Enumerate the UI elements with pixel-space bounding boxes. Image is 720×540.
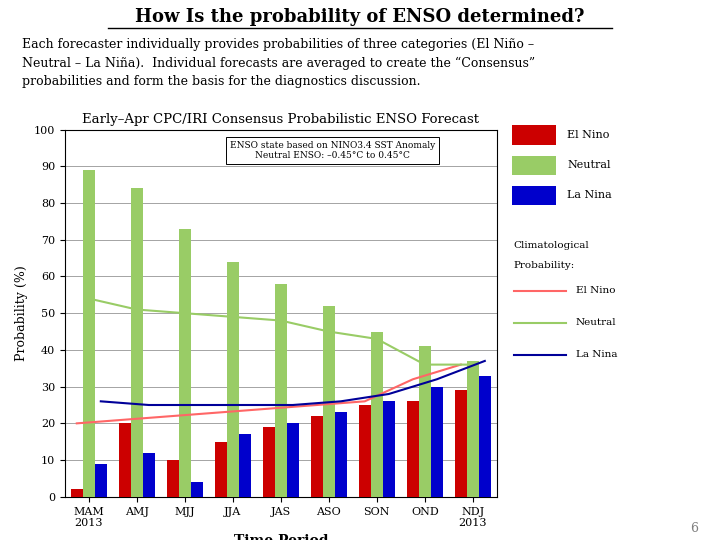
Bar xyxy=(239,434,251,497)
Bar xyxy=(275,284,287,497)
Y-axis label: Probability (%): Probability (%) xyxy=(15,265,28,361)
Text: 6: 6 xyxy=(690,522,698,535)
Bar xyxy=(215,442,227,497)
Text: Neutral: Neutral xyxy=(576,318,616,327)
Bar xyxy=(287,423,299,497)
Bar xyxy=(479,376,491,497)
Bar xyxy=(455,390,467,497)
Bar xyxy=(227,262,239,497)
Bar xyxy=(83,170,95,497)
Bar xyxy=(167,460,179,497)
X-axis label: Time Period: Time Period xyxy=(233,534,328,540)
Text: La Nina: La Nina xyxy=(576,350,618,359)
Text: ENSO state based on NINO3.4 SST Anomaly
Neutral ENSO: –0.45°C to 0.45°C: ENSO state based on NINO3.4 SST Anomaly … xyxy=(230,140,436,160)
Bar xyxy=(311,416,323,497)
Text: How Is the probability of ENSO determined?: How Is the probability of ENSO determine… xyxy=(135,9,585,26)
Text: El Nino: El Nino xyxy=(576,286,616,295)
Bar xyxy=(131,188,143,497)
Text: Climatological: Climatological xyxy=(513,241,590,250)
Bar xyxy=(383,401,395,497)
Bar xyxy=(179,229,191,497)
Title: Early–Apr CPC/IRI Consensus Probabilistic ENSO Forecast: Early–Apr CPC/IRI Consensus Probabilisti… xyxy=(82,113,480,126)
Bar xyxy=(431,387,443,497)
Text: Probability:: Probability: xyxy=(513,261,575,271)
Text: El Nino: El Nino xyxy=(567,130,610,140)
Text: La Nina: La Nina xyxy=(567,191,612,200)
Bar xyxy=(359,405,371,497)
Bar xyxy=(407,401,419,497)
Bar xyxy=(119,423,131,497)
Bar xyxy=(467,361,479,497)
Bar xyxy=(191,482,203,497)
Bar xyxy=(512,125,557,145)
Bar xyxy=(95,464,107,497)
Bar xyxy=(512,156,557,175)
Bar xyxy=(323,306,335,497)
Bar xyxy=(71,489,83,497)
Bar xyxy=(335,413,347,497)
Bar xyxy=(143,453,155,497)
Text: Each forecaster individually provides probabilities of three categories (El Niño: Each forecaster individually provides pr… xyxy=(22,38,535,87)
Bar xyxy=(371,332,383,497)
Bar xyxy=(263,427,275,497)
Bar xyxy=(512,186,557,205)
Text: Neutral: Neutral xyxy=(567,160,611,170)
Bar xyxy=(419,346,431,497)
